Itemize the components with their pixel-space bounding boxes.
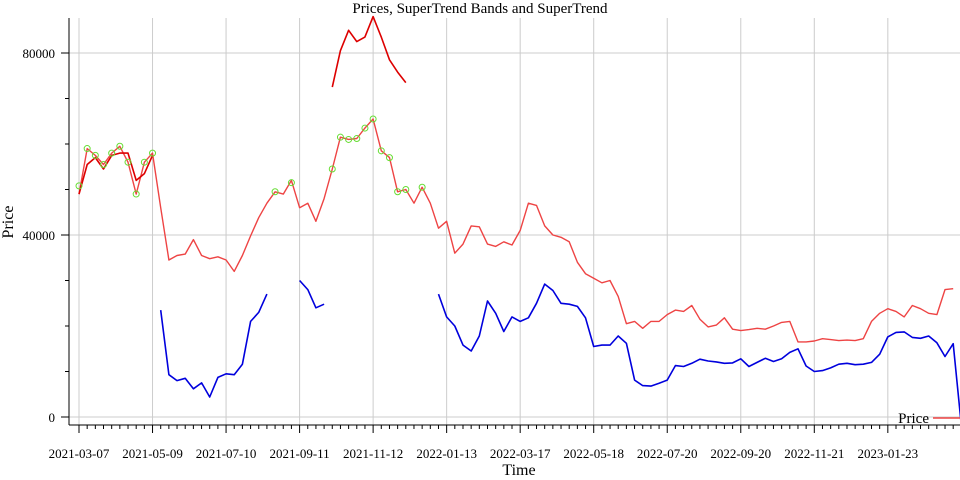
signal-marker <box>418 183 426 191</box>
legend: Price <box>898 411 960 427</box>
signal-marker <box>75 182 83 190</box>
signal-marker <box>140 158 148 166</box>
x-tick-label: 2022-11-21 <box>784 446 844 461</box>
signal-marker <box>345 135 353 143</box>
x-tick-label: 2021-05-09 <box>122 446 183 461</box>
axes <box>61 18 960 433</box>
signal-marker <box>271 188 279 196</box>
tick-labels: 2021-03-07 2021-05-09 2021-07-10 2021-09-11… <box>23 46 919 461</box>
lower-band-line <box>437 283 960 421</box>
y-tick-label: 0 <box>49 410 56 425</box>
signal-marker <box>124 158 132 166</box>
signal-marker <box>83 145 91 153</box>
signal-marker <box>91 151 99 159</box>
y-tick-label: 40000 <box>23 228 56 243</box>
grid <box>69 18 960 425</box>
signal-marker <box>132 190 140 198</box>
signal-marker <box>108 149 116 157</box>
signal-marker <box>377 147 385 155</box>
x-tick-label: 2022-05-18 <box>563 446 624 461</box>
signal-marker <box>149 149 157 157</box>
price-line <box>78 118 954 343</box>
upper-band-line <box>78 152 154 195</box>
x-tick-label: 2022-07-20 <box>637 446 698 461</box>
lower-band-line <box>299 279 325 309</box>
x-tick-label: 2021-11-12 <box>343 446 403 461</box>
x-tick-label: 2022-03-17 <box>490 446 551 461</box>
lower-band-line <box>159 293 268 398</box>
signal-marker <box>328 165 336 173</box>
x-tick-label: 2021-07-10 <box>196 446 257 461</box>
x-tick-label: 2021-09-11 <box>269 446 329 461</box>
signal-marker <box>116 142 124 150</box>
upper-band-line <box>331 15 407 88</box>
y-axis-label: Price <box>0 206 17 239</box>
signal-marker <box>402 186 410 193</box>
signal-marker <box>369 115 377 123</box>
signal-marker <box>353 135 361 143</box>
signal-marker <box>336 133 344 141</box>
chart-title: Prices, SuperTrend Bands and SuperTrend <box>352 1 608 17</box>
signal-marker <box>287 179 295 187</box>
signal-marker <box>361 124 369 132</box>
x-tick-label: 2023-01-23 <box>857 446 918 461</box>
signal-marker <box>385 154 393 162</box>
x-axis-label: Time <box>502 462 535 479</box>
y-tick-label: 80000 <box>23 46 56 61</box>
signal-marker <box>394 188 402 196</box>
legend-label: Price <box>898 411 929 427</box>
x-tick-label: 2022-01-13 <box>416 446 477 461</box>
signal-marker <box>100 160 108 168</box>
series-layer <box>75 15 960 421</box>
x-tick-label: 2021-03-07 <box>49 446 110 461</box>
x-tick-label: 2022-09-20 <box>710 446 771 461</box>
